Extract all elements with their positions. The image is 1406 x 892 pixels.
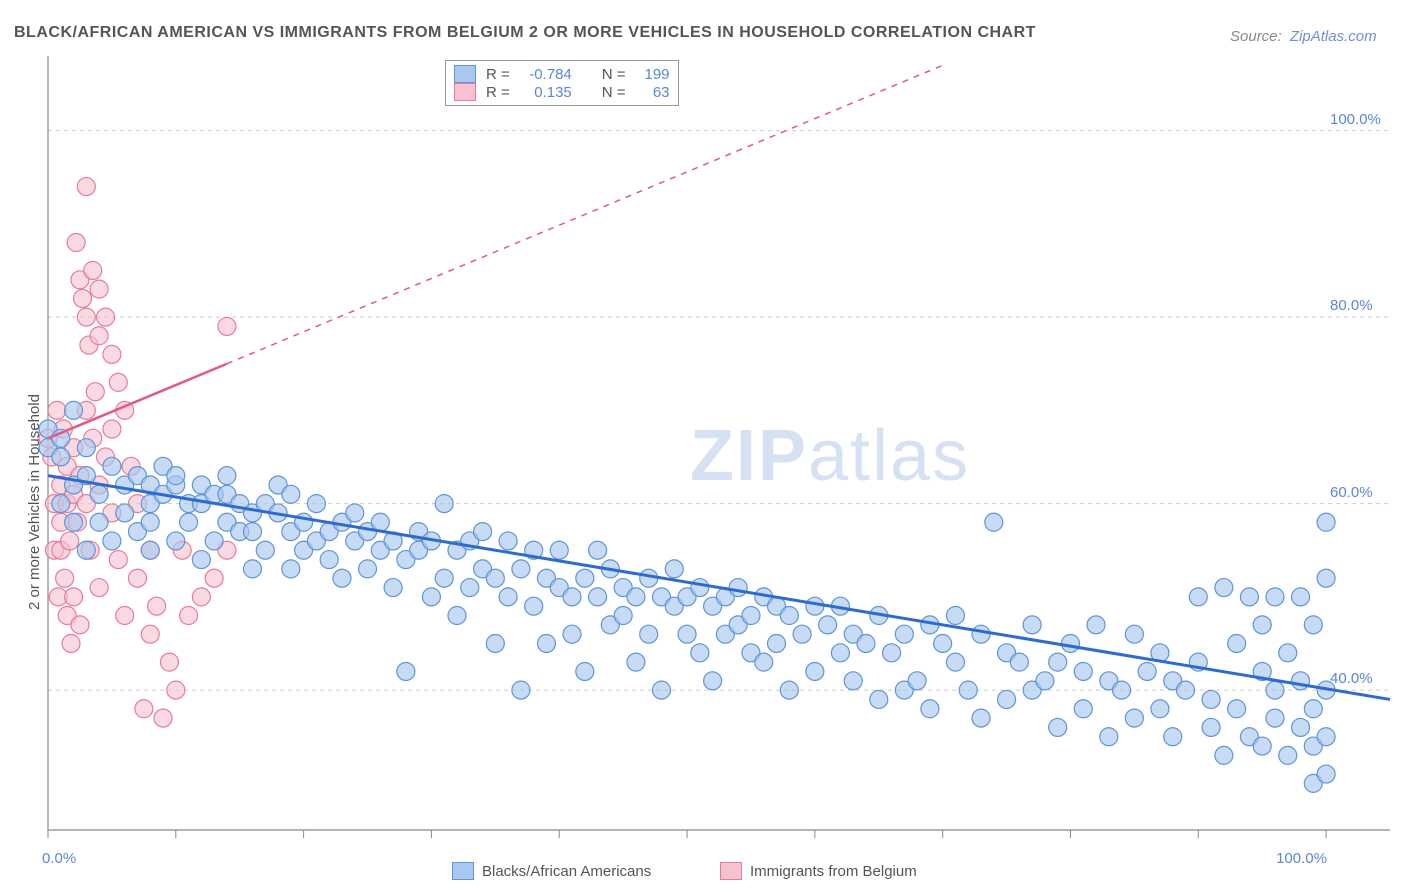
series-legend-pink: Immigrants from Belgium [720,862,917,880]
series-legend-blue: Blacks/African Americans [452,862,651,880]
y-tick-label: 80.0% [1330,297,1373,314]
correlation-legend: R = -0.784 N = 199 R = 0.135 N = 63 [445,60,679,106]
chart-title: BLACK/AFRICAN AMERICAN VS IMMIGRANTS FRO… [14,24,1036,42]
y-tick-label: 100.0% [1330,111,1381,128]
source-label: Source: [1230,28,1282,45]
legend-row-blue: R = -0.784 N = 199 [454,65,670,83]
source-attribution: Source: ZipAtlas.com [1230,28,1377,45]
source-link[interactable]: ZipAtlas.com [1290,28,1377,45]
series-name-blue: Blacks/African Americans [482,863,651,880]
n-label: N = [602,84,626,101]
r-label: R = [486,84,510,101]
swatch-blue [454,65,476,83]
n-value-blue: 199 [636,66,670,83]
swatch-blue [452,862,474,880]
swatch-pink [720,862,742,880]
y-axis-title: 2 or more Vehicles in Household [26,394,43,610]
legend-row-pink: R = 0.135 N = 63 [454,83,670,101]
n-value-pink: 63 [636,84,670,101]
x-tick-label: 100.0% [1276,850,1327,867]
r-value-pink: 0.135 [520,84,572,101]
y-tick-label: 40.0% [1330,670,1373,687]
n-label: N = [602,66,626,83]
r-value-blue: -0.784 [520,66,572,83]
r-label: R = [486,66,510,83]
scatter-chart [0,0,1406,892]
series-name-pink: Immigrants from Belgium [750,863,917,880]
x-tick-label: 0.0% [42,850,76,867]
y-tick-label: 60.0% [1330,484,1373,501]
swatch-pink [454,83,476,101]
